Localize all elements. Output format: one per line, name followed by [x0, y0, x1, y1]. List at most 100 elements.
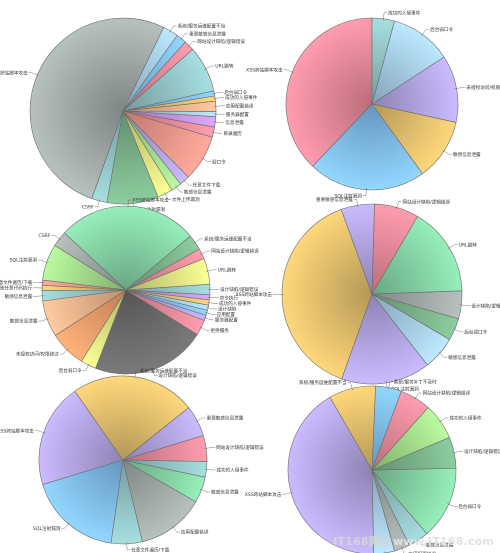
pie-1-leader-9	[213, 121, 225, 123]
pie-3-label-16: 命令执行	[220, 294, 239, 301]
pie-4-label-5: 设计缺陷/逻辑错误	[471, 302, 500, 309]
pie-1-leader-13	[212, 91, 224, 94]
pie-1-label-14: URL跳转	[215, 63, 234, 70]
pie-5-leader-6	[204, 469, 216, 471]
pie-1-label-15: 网站设计缺陷/逻辑错误	[197, 38, 245, 45]
pie-5-label-4: 应用配置错误	[181, 529, 209, 536]
pie-5-leader-3	[126, 542, 131, 551]
pie-2-leader-5	[421, 29, 430, 36]
pie-6-label-5: 后台弱口令	[458, 503, 481, 510]
pie-6-leader-1	[282, 491, 293, 495]
pie-1-leader-7	[201, 157, 211, 162]
pie-1-label-5: 敏感信息泄露	[184, 189, 212, 196]
pie-6-label-6: 设计缺陷/逻辑错误	[464, 448, 500, 455]
pie-2-label-4: 未授权访问/权限绕过	[467, 84, 500, 91]
pie-5-label-2: SQL注射漏洞	[33, 525, 61, 532]
pie-3-leader-10	[151, 368, 158, 376]
pie-1-leader-6	[183, 179, 192, 186]
pie-4-label-2: SQL注射漏洞	[391, 385, 419, 392]
pie-chart-3: XSS跨站脚本攻击 CSRF SQL注射漏洞任意文件遍历/下载文件上传导致任意代码执…	[0, 197, 259, 379]
pie-3-leader-9	[82, 363, 90, 371]
pie-5-label-1: XSS跨站脚本攻击	[0, 427, 34, 434]
pie-2-leader-1	[283, 69, 294, 73]
pie-5-label-5: 敏感信息泄露	[211, 489, 239, 496]
pie-3-leader-14	[206, 307, 217, 310]
pie-2-leader-3	[442, 149, 452, 155]
pie-3-label-13: 应用配置	[217, 311, 236, 318]
pie-4-label-1: XSS跨站脚本攻击	[235, 291, 272, 298]
pie-3-label-10: 设计缺陷/逻辑错误	[158, 372, 197, 379]
pie-6-label-9: 系统/服务补丁不及时	[394, 378, 437, 385]
pie-3-leader-13	[205, 312, 216, 315]
pie-1-label-9: 信息泄露	[225, 119, 244, 126]
pie-1-label-7: 弱口令	[212, 158, 226, 165]
pie-1-leader-12	[213, 97, 225, 99]
pie-3-label-18: URL跳转	[218, 266, 237, 273]
pie-2-label-1: XSS跨站脚本攻击	[246, 66, 283, 73]
watermark-domain: www.IT168.com	[393, 535, 494, 548]
pie-1-leader-5	[175, 185, 183, 193]
pie-4-label-4: 后台弱口令	[464, 328, 487, 335]
pie-3-leader-15	[207, 302, 218, 304]
pie-3-leader-12	[203, 317, 214, 321]
pie-2-leader-4	[454, 87, 466, 89]
pie-6-label-3: 应用配置错误	[408, 551, 436, 553]
pie-4-label-7: 网站设计缺陷/逻辑错误	[403, 198, 451, 205]
pie-1-leader-8	[211, 131, 223, 134]
pie-1-leader-15	[187, 41, 197, 48]
site-watermark: IT168网站 www.IT168.com	[333, 533, 494, 549]
pie-3-label-9: 后台弱口令	[59, 367, 82, 374]
pie-1-label-3: SQL注射漏洞	[138, 206, 166, 213]
pie-1-label-16: 重要敏感信息泄露	[189, 31, 226, 38]
pie-1-label-10: 服务器配置	[226, 111, 249, 118]
pie-5-label-3: 任意文件遍历/下载	[131, 547, 170, 553]
pie-5-leader-8	[195, 417, 206, 422]
pie-1-leader-1	[28, 72, 40, 76]
pie-4-leader-6	[447, 244, 458, 249]
pie-6-leader-10	[347, 382, 353, 391]
pie-5-leader-5	[199, 489, 211, 493]
pie-6-leader-6	[452, 451, 463, 454]
pie-3-label-14: 设计缺陷	[218, 306, 237, 313]
pie-1-leader-14	[204, 65, 215, 70]
pie-6-label-1: XSS跨站脚本攻击	[245, 491, 282, 498]
pie-2-leader-2	[362, 188, 367, 197]
pie-6-label-8: 网站设计缺陷/逻辑错误	[423, 390, 471, 397]
pie-3-label-11: 拒绝服务	[211, 327, 230, 334]
pie-3-label-12: 服务器配置	[215, 317, 238, 324]
pie-3-leader-18	[206, 269, 217, 272]
pie-1-leader-4	[164, 192, 171, 200]
pie-3-label-3: SQL注射漏洞	[10, 257, 38, 264]
pie-1-label-4: 文件上传漏洞	[172, 196, 200, 203]
pie-3-leader-6	[33, 295, 44, 297]
pie-6-leader-5	[447, 503, 458, 507]
pie-5-leader-1	[34, 430, 46, 434]
pie-3-label-20: 系统/服务运维配置不当	[204, 236, 252, 243]
pie-3-leader-7	[38, 318, 49, 322]
pie-3-label-6: 敏感信息泄露	[5, 293, 33, 300]
pie-3-label-5: 文件上传导致任意代码执行	[0, 284, 32, 291]
pie-chart-1: XSS跨站脚本攻击 CSRF SQL注射漏洞文件上传漏洞敏感信息泄露任意文件下载 弱口…	[0, 17, 258, 213]
pie-3-label-4: 任意文件遍历/下载	[0, 279, 33, 286]
pie-4-label-6: URL跳转	[459, 241, 478, 248]
pie-1-label-12: 成功的入侵事件	[225, 94, 258, 101]
pie-5-leader-4	[172, 525, 180, 533]
pie-2-leader-6	[382, 12, 388, 21]
pie-1-leader-16	[180, 33, 189, 41]
pie-3-leader-8	[59, 348, 69, 355]
pie-6-leader-3	[401, 546, 405, 553]
pie-5-leader-2	[61, 522, 70, 529]
pie-4-label-3: 敏感信息泄露	[448, 354, 476, 361]
pie-3-label-19: 网站设计缺陷/逻辑错误	[211, 248, 259, 255]
pie-2-label-5: 后台弱口令	[430, 26, 453, 33]
pie-1-label-6: 任意文件下载	[193, 182, 221, 189]
pie-3-label-15: 成功的入侵事件	[219, 300, 252, 307]
pie-4-leader-4	[453, 328, 464, 332]
pie-3-leader-16	[207, 297, 219, 298]
pie-4-leader-7	[396, 201, 402, 210]
pie-1-leader-17	[169, 25, 177, 33]
pie-3-leader-1	[127, 199, 132, 208]
pie-6-leader-9	[388, 381, 393, 390]
